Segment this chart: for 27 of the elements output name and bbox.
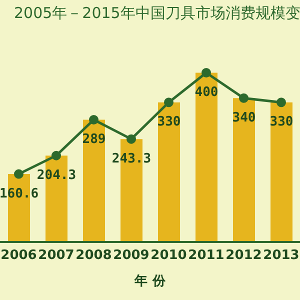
bar — [158, 102, 180, 242]
point — [52, 150, 61, 160]
x-axis-title: 年 份 — [133, 273, 166, 290]
data-label: 330 — [157, 114, 181, 130]
data-label: 340 — [232, 110, 256, 126]
bar — [270, 102, 292, 242]
bar — [83, 120, 105, 242]
x-tick-label: 2008 — [76, 248, 112, 264]
point — [164, 98, 174, 108]
x-tick-label: 2006 — [0, 248, 37, 264]
point — [14, 169, 24, 179]
bar — [233, 98, 255, 242]
point — [202, 68, 211, 78]
point — [276, 98, 286, 108]
bar — [196, 72, 218, 242]
x-tick-label: 2012 — [226, 248, 262, 264]
data-label: 289 — [82, 132, 106, 147]
data-label: 330 — [270, 114, 294, 130]
x-tick-label: 2010 — [150, 248, 187, 264]
point — [126, 134, 136, 144]
x-tick-label: 2013 — [263, 248, 300, 264]
x-tick-label: 2011 — [188, 248, 224, 264]
chart-title: 2005年－2015年中国刀具市场消费规模变 — [14, 4, 300, 23]
point — [239, 93, 248, 103]
x-tick-label: 2009 — [113, 248, 150, 264]
x-tick-label: 2007 — [38, 248, 74, 264]
point — [89, 114, 98, 124]
